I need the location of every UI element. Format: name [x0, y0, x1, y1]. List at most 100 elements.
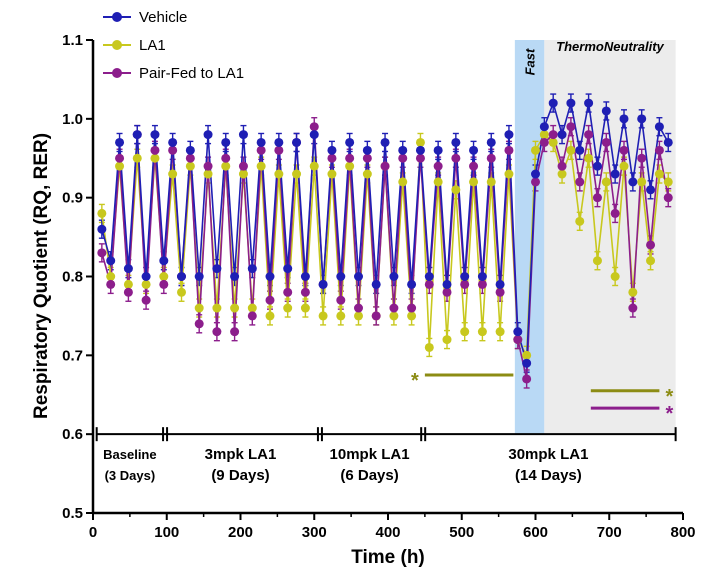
phase-label-0: Baseline	[103, 447, 156, 462]
data-point	[469, 161, 479, 171]
data-point	[203, 161, 213, 171]
data-point	[115, 161, 125, 171]
data-point	[522, 358, 532, 368]
data-point	[460, 272, 470, 281]
data-point	[292, 169, 302, 179]
data-point	[132, 130, 142, 140]
data-point	[469, 177, 479, 187]
data-point	[407, 303, 417, 313]
data-point	[504, 145, 514, 155]
series-points	[97, 98, 673, 384]
data-point	[362, 153, 372, 163]
data-point	[336, 272, 346, 281]
data-point	[256, 145, 266, 155]
data-point	[610, 208, 620, 218]
region-labels: Fast ThermoNeutrality	[523, 39, 665, 75]
data-point	[424, 342, 434, 352]
data-point	[460, 279, 470, 289]
x-tick-label: 0	[89, 524, 97, 541]
y-tick-label: 0.5	[62, 505, 83, 522]
data-point	[283, 303, 293, 313]
data-point	[327, 169, 337, 179]
data-point	[265, 272, 275, 281]
data-point	[300, 287, 310, 297]
data-point	[407, 279, 417, 289]
data-point	[637, 114, 647, 124]
data-point	[185, 145, 195, 155]
data-point	[362, 145, 372, 155]
data-point	[398, 177, 408, 187]
study-phase-bracket: Baseline (3 Days) 3mpk LA1 (9 Days) 10mpk LA…	[95, 427, 677, 484]
data-point	[654, 145, 664, 155]
data-point	[504, 169, 514, 179]
region-1	[544, 40, 676, 435]
data-point	[97, 224, 107, 234]
data-point	[168, 137, 178, 147]
y-axis-label: Respiratory Quotient (RQ, RER)	[31, 133, 52, 419]
data-point	[398, 153, 408, 163]
data-point	[256, 161, 266, 171]
data-point	[212, 303, 222, 313]
data-point	[115, 137, 125, 147]
data-point	[548, 137, 558, 147]
data-point	[336, 311, 346, 321]
phase-label-1: 3mpk LA1	[205, 446, 277, 463]
data-point	[566, 122, 576, 132]
x-tick-label: 500	[449, 524, 474, 541]
data-point	[601, 106, 611, 116]
data-point	[584, 98, 594, 108]
x-tick-label: 700	[597, 524, 622, 541]
phase-label-3: 30mpk LA1	[508, 446, 588, 463]
data-point	[592, 193, 602, 203]
x-ticks: 0 100 200 300 400 500 600 700 800	[89, 513, 696, 541]
data-point	[584, 130, 594, 140]
x-axis-label: Time (h)	[351, 547, 425, 568]
data-point	[238, 169, 248, 179]
data-point	[531, 169, 540, 179]
data-point	[495, 327, 505, 337]
data-point	[265, 311, 275, 321]
data-point	[177, 287, 186, 297]
data-point	[327, 145, 337, 155]
data-point	[318, 311, 328, 321]
data-point	[141, 279, 151, 289]
data-point	[300, 303, 310, 313]
data-point	[177, 272, 186, 281]
data-point	[230, 272, 240, 281]
data-point	[247, 303, 257, 313]
data-point	[424, 272, 434, 281]
data-point	[628, 177, 638, 187]
data-point	[663, 193, 673, 203]
data-point	[159, 272, 169, 281]
data-point	[575, 216, 585, 226]
data-point	[123, 264, 133, 274]
data-point	[362, 169, 372, 179]
data-point	[115, 153, 125, 163]
data-point	[203, 169, 213, 179]
data-point	[522, 374, 532, 384]
data-point	[531, 177, 540, 187]
x-tick-label: 600	[523, 524, 548, 541]
data-point	[451, 185, 461, 195]
region-label-0: Fast	[523, 48, 538, 75]
phase-sublabel-1: (9 Days)	[211, 467, 269, 484]
data-point	[646, 185, 656, 195]
data-point	[150, 130, 160, 140]
legend-marker-1	[112, 40, 122, 50]
data-point	[389, 303, 399, 313]
data-point	[106, 279, 116, 289]
data-point	[123, 287, 133, 297]
data-point	[371, 311, 381, 321]
data-point	[354, 272, 363, 281]
data-point	[336, 295, 346, 305]
data-point	[221, 161, 231, 171]
data-point	[424, 279, 434, 289]
data-point	[97, 208, 107, 218]
data-point	[283, 264, 293, 274]
legend-label-0: Vehicle	[139, 9, 187, 26]
axes: 0 100 200 300 400 500 600 700 800 0.50.60.70.80.…	[62, 32, 695, 541]
legend-marker-2	[112, 68, 122, 78]
data-point	[477, 272, 487, 281]
phase-sublabel-3: (14 Days)	[515, 467, 582, 484]
